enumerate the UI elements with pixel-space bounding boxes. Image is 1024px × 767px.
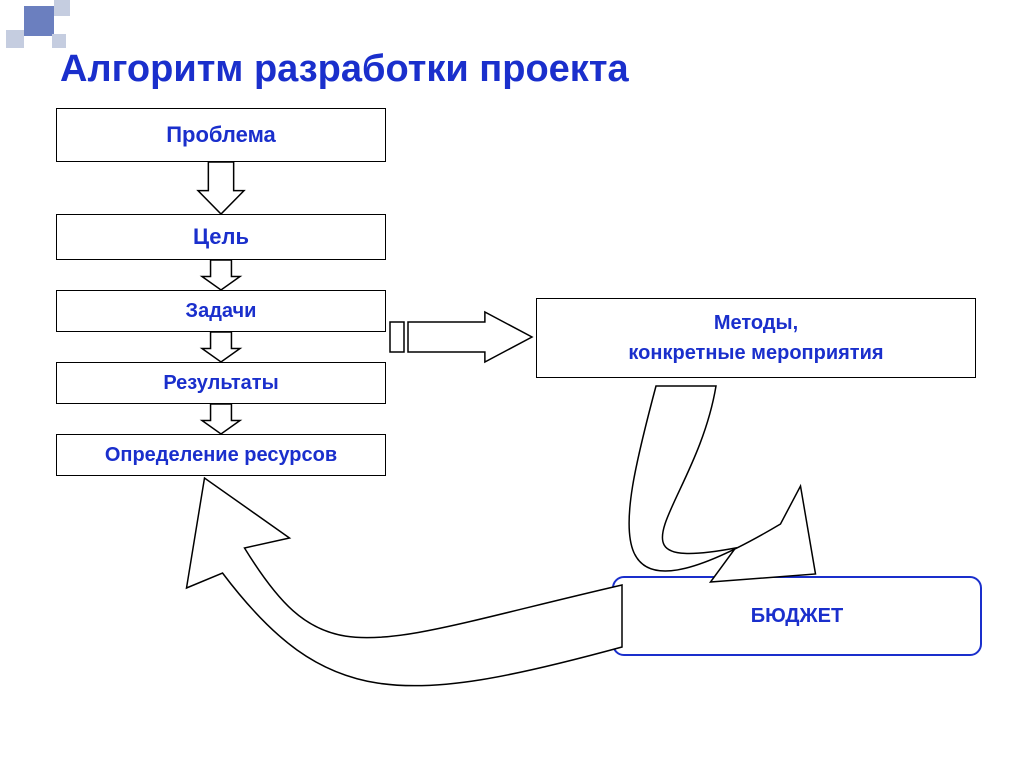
arrows-layer [0, 0, 1024, 767]
